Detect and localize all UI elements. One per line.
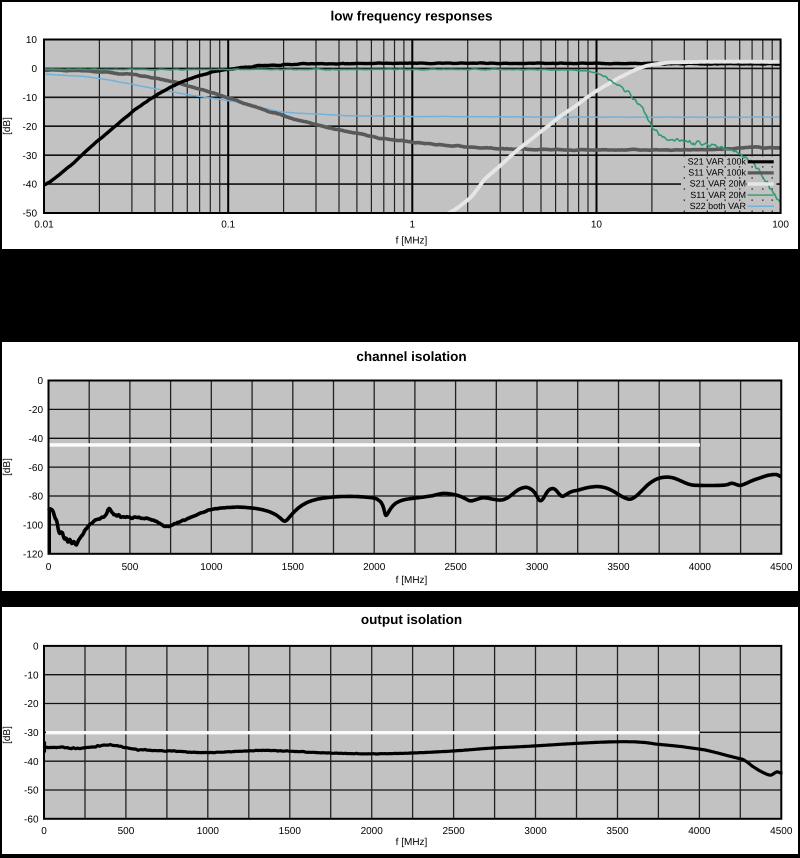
svg-text:f [MHz]: f [MHz] bbox=[396, 575, 428, 586]
svg-text:-40: -40 bbox=[23, 180, 38, 191]
svg-text:-100: -100 bbox=[23, 521, 43, 532]
svg-text:f [MHz]: f [MHz] bbox=[396, 837, 428, 848]
svg-text:0: 0 bbox=[46, 562, 52, 573]
svg-text:0: 0 bbox=[31, 64, 37, 75]
svg-text:-40: -40 bbox=[24, 757, 39, 768]
svg-text:4000: 4000 bbox=[688, 826, 711, 837]
svg-text:channel isolation: channel isolation bbox=[356, 349, 466, 364]
svg-text:[dB]: [dB] bbox=[2, 117, 13, 135]
svg-text:10: 10 bbox=[26, 35, 38, 46]
svg-text:1: 1 bbox=[410, 219, 416, 230]
svg-text:f [MHz]: f [MHz] bbox=[396, 236, 428, 247]
svg-text:3000: 3000 bbox=[524, 826, 547, 837]
svg-text:-20: -20 bbox=[24, 699, 39, 710]
svg-text:output isolation: output isolation bbox=[361, 612, 462, 627]
svg-text:10: 10 bbox=[591, 219, 603, 230]
svg-text:0: 0 bbox=[33, 642, 39, 653]
svg-text:-60: -60 bbox=[29, 463, 44, 474]
svg-text:3500: 3500 bbox=[607, 562, 630, 573]
svg-text:4000: 4000 bbox=[689, 562, 712, 573]
svg-text:2500: 2500 bbox=[444, 562, 467, 573]
svg-text:-60: -60 bbox=[24, 814, 39, 825]
svg-text:-10: -10 bbox=[24, 670, 39, 681]
svg-text:4500: 4500 bbox=[770, 826, 793, 837]
svg-text:-50: -50 bbox=[23, 209, 38, 220]
svg-text:-10: -10 bbox=[23, 93, 38, 104]
svg-text:0: 0 bbox=[41, 826, 47, 837]
svg-text:-30: -30 bbox=[23, 151, 38, 162]
svg-text:-30: -30 bbox=[24, 728, 39, 739]
svg-text:-20: -20 bbox=[23, 122, 38, 133]
svg-text:4500: 4500 bbox=[770, 562, 793, 573]
svg-text:low frequency responses: low frequency responses bbox=[330, 9, 492, 24]
svg-text:2500: 2500 bbox=[442, 826, 465, 837]
svg-text:[dB]: [dB] bbox=[2, 458, 13, 476]
svg-text:1500: 1500 bbox=[279, 826, 302, 837]
svg-text:S11 VAR 20M: S11 VAR 20M bbox=[690, 190, 746, 200]
svg-text:[dB]: [dB] bbox=[2, 726, 13, 744]
svg-text:500: 500 bbox=[118, 826, 135, 837]
svg-text:0: 0 bbox=[37, 376, 43, 387]
svg-text:0.1: 0.1 bbox=[221, 219, 235, 230]
svg-text:0.01: 0.01 bbox=[34, 219, 54, 230]
svg-text:S21 VAR 100k: S21 VAR 100k bbox=[688, 157, 747, 167]
svg-text:-20: -20 bbox=[29, 405, 44, 416]
svg-text:-80: -80 bbox=[29, 492, 44, 503]
svg-text:2000: 2000 bbox=[361, 826, 384, 837]
svg-text:1000: 1000 bbox=[197, 826, 220, 837]
svg-text:-50: -50 bbox=[24, 786, 39, 797]
svg-text:1000: 1000 bbox=[200, 562, 223, 573]
svg-text:100: 100 bbox=[772, 219, 789, 230]
svg-text:2000: 2000 bbox=[363, 562, 386, 573]
svg-text:3500: 3500 bbox=[606, 826, 629, 837]
svg-text:-40: -40 bbox=[29, 434, 44, 445]
svg-text:S22 both VAR: S22 both VAR bbox=[690, 201, 747, 211]
svg-text:S11 VAR 100k: S11 VAR 100k bbox=[688, 168, 746, 178]
svg-text:-120: -120 bbox=[23, 549, 43, 560]
svg-text:3000: 3000 bbox=[526, 562, 549, 573]
svg-text:500: 500 bbox=[122, 562, 139, 573]
svg-text:1500: 1500 bbox=[282, 562, 305, 573]
svg-text:S21 VAR 20M: S21 VAR 20M bbox=[690, 179, 746, 189]
